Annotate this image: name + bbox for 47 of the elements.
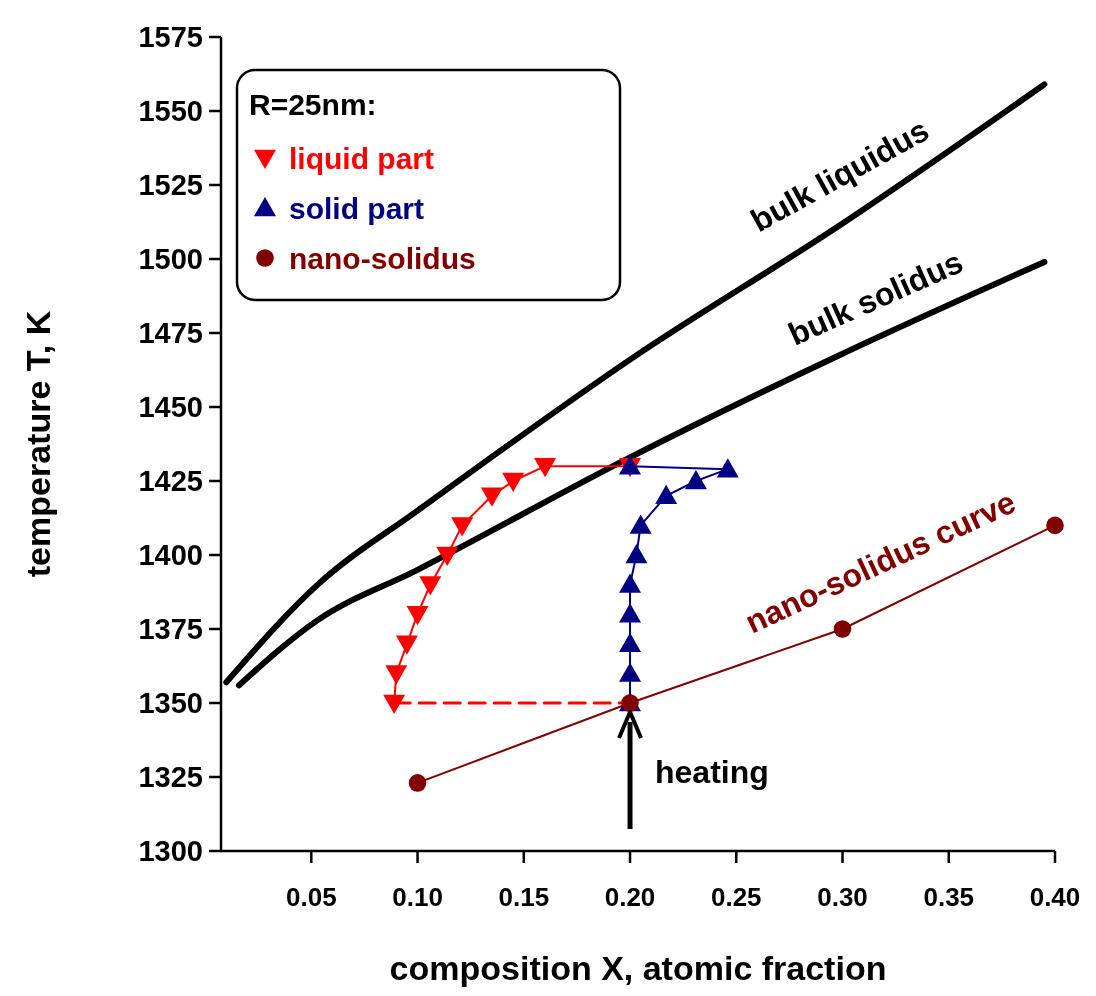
point bbox=[716, 458, 739, 478]
y-tick-label: 1300 bbox=[138, 835, 203, 868]
y-tick-label: 1500 bbox=[138, 243, 203, 276]
point bbox=[385, 665, 408, 685]
legend-label: solid part bbox=[289, 191, 425, 225]
point bbox=[419, 576, 442, 596]
x-tick-label: 0.10 bbox=[392, 882, 443, 912]
point bbox=[395, 635, 418, 655]
point bbox=[629, 514, 652, 534]
legend-label: liquid part bbox=[289, 141, 434, 175]
legend-title: R=25nm: bbox=[249, 88, 377, 121]
x-tick-label: 0.15 bbox=[498, 882, 550, 912]
point bbox=[1046, 516, 1064, 535]
point bbox=[655, 484, 678, 505]
y-tick-label: 1550 bbox=[138, 95, 203, 128]
x-tick-label: 0.25 bbox=[710, 882, 762, 912]
x-axis-title: composition X, atomic fraction bbox=[389, 949, 887, 987]
y-tick-label: 1475 bbox=[138, 317, 203, 350]
x-tick-label: 0.30 bbox=[817, 882, 868, 912]
y-axis-title: temperature T, K bbox=[19, 310, 57, 578]
point bbox=[406, 605, 429, 626]
y-tick-label: 1400 bbox=[138, 539, 203, 572]
point bbox=[534, 457, 557, 478]
x-tick-label: 0.40 bbox=[1029, 882, 1081, 912]
point bbox=[625, 544, 648, 564]
point bbox=[451, 517, 474, 537]
y-tick-label: 1525 bbox=[138, 169, 203, 202]
point bbox=[619, 603, 642, 623]
point bbox=[480, 487, 503, 507]
legend-label: nano-solidus bbox=[289, 241, 476, 275]
point bbox=[436, 546, 459, 566]
x-tick-label: 0.05 bbox=[286, 882, 337, 912]
y-tick-label: 1575 bbox=[138, 21, 203, 54]
point bbox=[619, 632, 642, 653]
y-tick-label: 1325 bbox=[138, 761, 203, 794]
point bbox=[502, 472, 525, 492]
point bbox=[408, 774, 427, 792]
y-tick-label: 1425 bbox=[138, 465, 203, 498]
annotation: heating bbox=[655, 754, 769, 790]
x-tick-label: 0.35 bbox=[923, 882, 975, 912]
point bbox=[619, 573, 642, 593]
y-tick-label: 1350 bbox=[138, 687, 203, 720]
y-tick-label: 1375 bbox=[138, 613, 203, 646]
x-tick-label: 0.20 bbox=[604, 882, 656, 912]
point bbox=[619, 662, 642, 682]
point bbox=[684, 470, 707, 490]
y-tick-label: 1450 bbox=[138, 391, 203, 424]
